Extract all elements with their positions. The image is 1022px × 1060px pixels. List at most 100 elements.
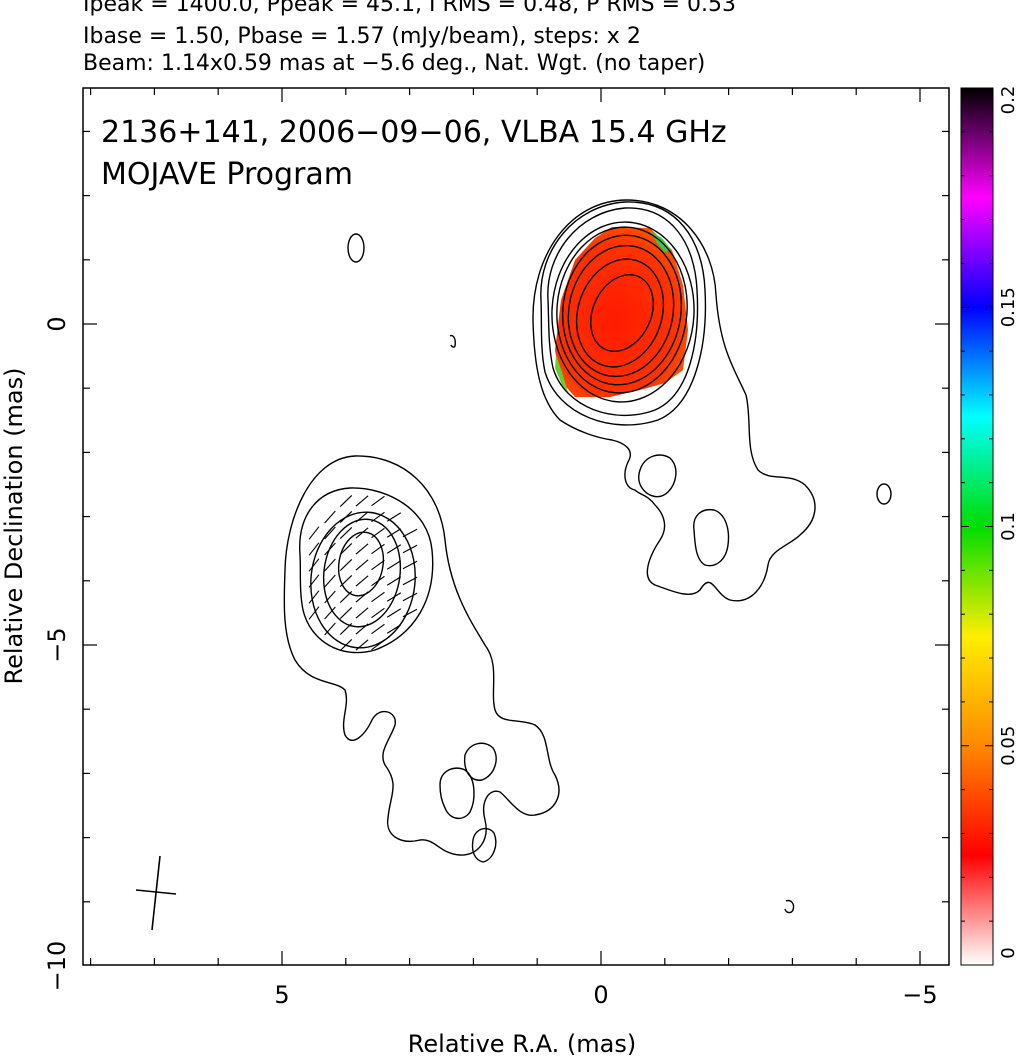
evpa-tick [308,606,320,620]
evpa-tick [339,575,353,587]
evpa-tick [355,591,369,603]
evpa-tick [324,590,336,604]
core-contour-outer [532,199,816,602]
plot-title-line-1: 2136+141, 2006−09−06, VLBA 15.4 GHz [101,115,727,150]
evpa-tick [355,495,369,507]
evpa-tick [386,512,402,522]
beam-cross [135,855,177,931]
beam-major-axis [151,855,161,931]
evpa-tick [308,574,320,588]
evpa-tick [402,608,418,618]
core-contour-2 [575,258,665,368]
core-contours [347,199,892,914]
evpa-tick [386,560,402,570]
evpa-tick [355,527,369,539]
evpa-tick [355,607,369,619]
core-contour-3 [567,244,675,378]
south-blob-3 [471,827,497,863]
evpa-tick [371,511,385,523]
evpa-tick [371,559,385,571]
evpa-tick [339,559,353,571]
polarization-edge-yellow [555,355,568,392]
plot-frame [82,87,950,966]
south-blob-1 [439,767,475,819]
evpa-tick [339,495,353,507]
south-contours [283,455,560,863]
evpa-tick [386,576,402,586]
south-contour-3 [310,511,416,649]
evpa-tick [371,527,385,539]
evpa-tick [386,528,402,538]
header-line-3: Beam: 1.14x0.59 mas at −5.6 deg., Nat. W… [83,51,706,76]
colorbar-tick-label: 0.1 [998,512,1019,541]
x-axis-label: Relative R.A. (mas) [408,1030,636,1058]
map-content [135,199,892,931]
evpa-tick [371,591,385,603]
evpa-tick [308,542,320,556]
y-tick-label: −5 [43,627,71,662]
axis-ticks: 5 0 −5 0 −5 −10 [43,88,949,1009]
evpa-tick [355,639,369,651]
evpa-tick [339,639,353,651]
y-tick-label: 0 [43,316,71,331]
evpa-tick [355,511,369,523]
evpa-tick [339,607,353,619]
south-contour-4 [299,487,434,654]
colorbar-ticks: 0 0.05 0.1 0.15 0.2 [961,86,1019,966]
east-blob [876,483,892,505]
south-contour-1 [337,531,385,597]
tiny-blob-2 [784,899,795,914]
core-contour-4 [561,234,683,386]
evpa-tick [324,574,336,588]
core-contour-8 [540,201,707,426]
evpa-tick [324,526,336,540]
x-tick-label: 5 [274,981,289,1009]
evpa-tick [402,528,418,538]
evpa-tick [386,592,402,602]
evpa-vectors [308,495,418,651]
evpa-tick [402,576,418,586]
evpa-tick [355,543,369,555]
evpa-tick [308,590,320,604]
colorbar-tick-label: 0.05 [998,726,1019,766]
header-line-2: Ibase = 1.50, Pbase = 1.57 (mJy/beam), s… [83,24,641,49]
evpa-tick [339,527,353,539]
south-contour-outer [283,455,560,856]
evpa-tick [324,542,336,556]
evpa-tick [402,560,418,570]
colorbar-tick-label: 0 [998,947,1019,958]
evpa-tick [355,559,369,571]
header-line-1: Ipeak = 1400.0, Ppeak = 45.1, I RMS = 0.… [83,0,736,17]
tiny-blob-1 [449,334,456,348]
plot-title-line-2: MOJAVE Program [101,157,353,192]
colorbar-tick-label: 0.15 [998,287,1019,327]
jet-blob-2 [693,508,730,567]
y-axis-label: Relative Declination (mas) [0,367,28,684]
evpa-tick [371,639,385,651]
evpa-tick [386,608,402,618]
south-blob-2 [463,742,497,781]
evpa-tick [386,544,402,554]
evpa-tick [339,623,353,635]
evpa-tick [371,543,385,555]
evpa-tick [339,511,353,523]
evpa-tick [402,592,418,602]
beam-minor-axis [135,889,177,895]
evpa-tick [402,544,418,554]
evpa-tick [324,510,336,524]
evpa-tick [371,495,385,507]
south-contour-2 [322,518,402,628]
x-tick-label: 0 [593,981,608,1009]
evpa-tick [339,543,353,555]
evpa-tick [324,558,336,572]
north-blob [347,233,365,263]
evpa-tick [386,624,402,634]
polarization-color-fill [555,227,688,397]
evpa-tick [355,623,369,635]
evpa-tick [339,591,353,603]
evpa-tick [355,575,369,587]
evpa-tick [308,558,320,572]
jet-blob-1 [637,454,677,498]
evpa-tick [371,607,385,619]
